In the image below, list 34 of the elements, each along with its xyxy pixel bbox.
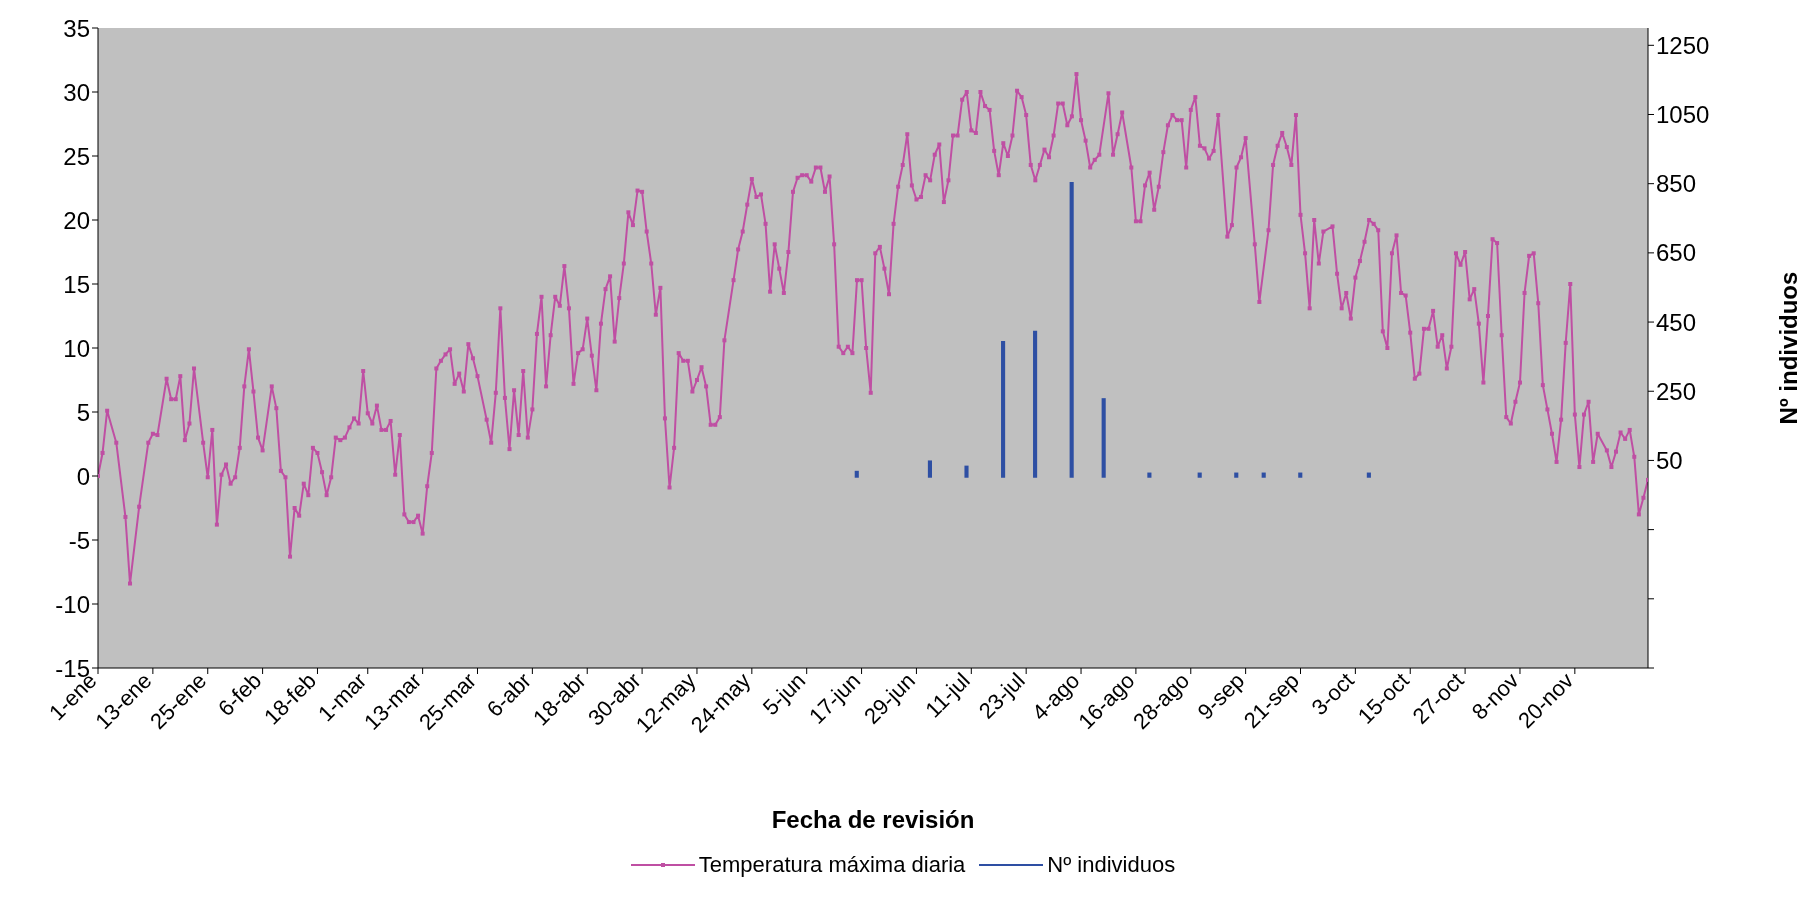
y-tick-label: 0 (76, 462, 90, 490)
bar (1298, 472, 1303, 478)
bar (1033, 330, 1038, 478)
bar (1101, 398, 1106, 478)
bar (1366, 472, 1371, 478)
bar (1234, 472, 1239, 478)
y2-tick-label: 450 (1656, 308, 1697, 336)
y2-tick-label: 1250 (1656, 31, 1710, 59)
y2-tick-label: 1050 (1656, 101, 1710, 129)
y2-tick-label: 850 (1656, 170, 1697, 198)
y2-tick-label: 650 (1656, 239, 1697, 267)
bar (1261, 472, 1266, 478)
y-tick-label: -5 (68, 526, 90, 554)
y-tick-label: 35 (63, 14, 90, 42)
bar (1001, 341, 1006, 478)
y-tick-label: 30 (63, 78, 90, 106)
x-axis-title: Fecha de revisión (771, 806, 975, 833)
y-tick-label: 15 (63, 270, 90, 298)
y-tick-label: 5 (76, 398, 90, 426)
bar (964, 465, 969, 478)
legend-label: Nº individuos (1047, 852, 1176, 878)
bar (1069, 181, 1074, 478)
y-tick-label: 20 (63, 206, 90, 234)
y-tick-label: 25 (63, 142, 90, 170)
y2-tick-label: 250 (1656, 377, 1697, 405)
bar (1197, 472, 1202, 478)
y-tick-label: 10 (63, 334, 90, 362)
legend-label: Temperatura máxima diaria (698, 852, 966, 878)
y-tick-label: -10 (55, 590, 90, 618)
y2-tick-label: 50 (1656, 446, 1683, 474)
y2-axis-title: Nº individuos (1774, 271, 1802, 425)
bar (927, 460, 932, 478)
bar (1147, 472, 1152, 478)
bar (854, 470, 859, 478)
